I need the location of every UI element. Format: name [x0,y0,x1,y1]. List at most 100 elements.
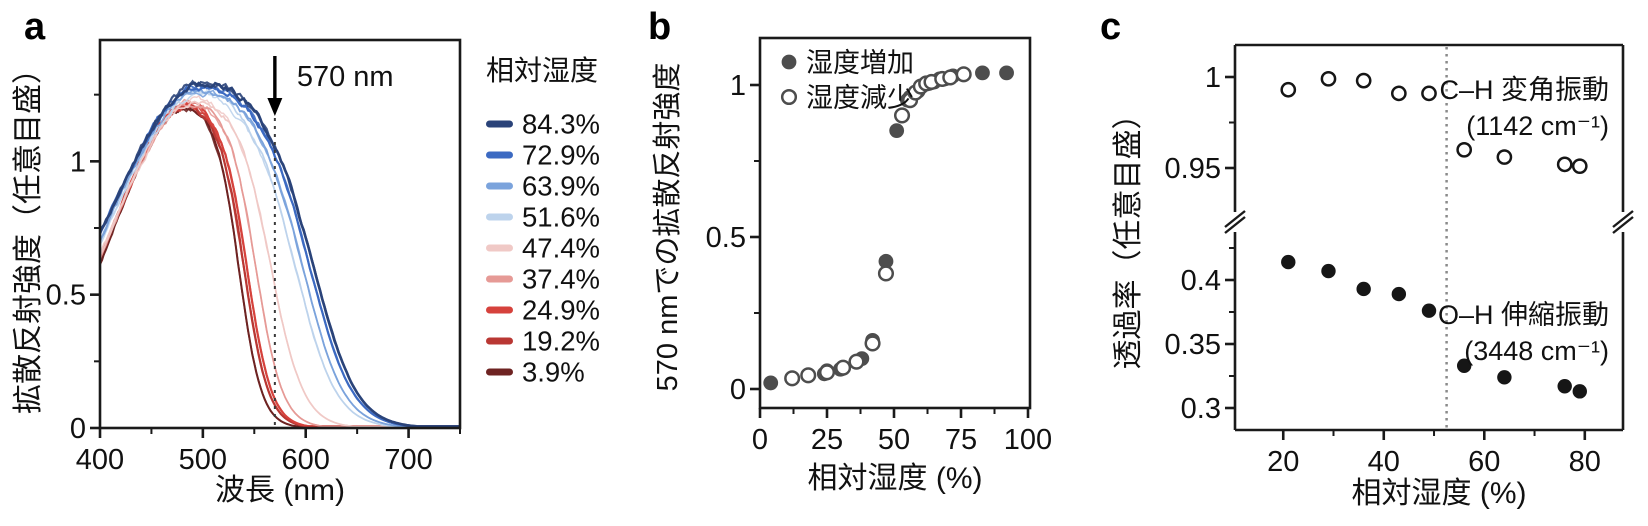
x-axis-label: 相対湿度 (%) [1352,477,1527,510]
legend-swatch-84.3% [486,120,513,128]
data-point-open [1280,81,1297,98]
y-tick-label: 0 [70,413,86,445]
data-point-filled [1497,370,1512,385]
legend-swatch-47.4% [486,244,513,252]
data-point-filled [1421,303,1437,318]
axes-c: 20 40 60 80 1 0.95 0.4 0.35 0.3 相対湿度 (%) 透過率（任意目盛） [1112,43,1634,510]
y-tick-label: 0.4 [1181,265,1221,297]
legend-title: 相対湿度 [486,55,598,86]
data-point-open [864,335,881,352]
panel-letter-b: b [648,6,672,48]
spectrum-echo-24.9% [101,101,459,427]
panel-c-transmittance-scatter-chart: C–H 変角振動(1142 cm⁻¹)O–H 伸縮振動(3448 cm⁻¹)20… [1112,43,1634,510]
annotation-ch-wavenumber: (1142 cm⁻¹) [1466,111,1609,141]
legend-label: 37.4% [522,264,600,295]
x-tick-label: 100 [1004,424,1052,456]
legend-label: 51.6% [522,202,600,233]
y-tick-label: 0.35 [1165,329,1221,361]
spectrum-47.4% [101,100,459,427]
annotation-ch-label: C–H 変角振動 [1439,75,1609,105]
data-point-open [835,359,852,376]
panel-letter-c: c [1100,6,1122,48]
x-tick-label: 40 [1368,446,1400,478]
data-point-filled [781,54,797,70]
spectrum-37.4% [101,103,459,427]
annotation-570nm: 570 nm [267,56,394,426]
data-point-open [942,69,959,86]
scatter-series-c [1280,70,1588,399]
legend-label: 3.9% [522,357,585,388]
data-point-open [1571,158,1588,175]
panel-a-reflectance-spectra-chart: 570 nm 400 500 600 700 0 0.5 1 波長 (nm) 拡散反射強度（任意目… [12,38,600,507]
data-point-open [1355,72,1372,89]
data-point-open [818,364,836,381]
legend-swatch-24.9% [486,306,513,314]
data-point-open [1320,70,1337,87]
y-axis-label: 拡散反射強度（任意目盛） [12,54,45,414]
legend-label-decrease: 湿度減少 [806,83,914,113]
y-tick-label: 1 [70,146,86,178]
y-tick-label: 0.5 [706,222,746,254]
axis-break-marks-right [1612,210,1634,234]
data-point-open [848,353,865,370]
spectrum-echo-37.4% [101,98,459,427]
y-axis-label: 透過率（任意目盛） [1112,100,1145,370]
arrow-head-icon [267,98,283,116]
legend-label: 72.9% [522,140,600,171]
data-point-filled [975,65,990,81]
spectrum-echo-19.2% [101,103,459,427]
legend-swatch-72.9% [486,151,513,159]
axes-b: 0 25 50 75 100 0 0.5 1 相対湿度 (%) 570 nmでの拡散反射強度 [651,36,1052,495]
data-point-filled [1281,254,1296,270]
x-axis-label: 波長 (nm) [215,474,345,507]
x-tick-label: 400 [76,444,124,476]
x-tick-label: 25 [811,424,843,456]
data-point-filled [1572,384,1587,399]
legend-swatch-19.2% [486,337,513,345]
spectra-series [101,79,459,427]
spectrum-24.9% [101,101,459,427]
series-湿度減少 [784,66,972,387]
series-湿度増加 [763,65,1014,391]
spectrum-19.2% [101,102,459,427]
legend-swatch-63.9% [486,182,513,190]
legend-label-increase: 湿度増加 [806,48,914,78]
data-point-filled [1321,263,1336,279]
data-point-open [1390,85,1407,102]
data-point-filled [878,253,894,269]
legend-swatch-37.4% [486,275,513,283]
legend-swatch-51.6% [486,213,513,221]
data-point-open [1421,85,1437,102]
data-point-filled [1456,358,1472,373]
panel-letter-a: a [24,6,46,48]
annotation-570nm-label: 570 nm [297,61,394,93]
axes-a: 400 500 600 700 0 0.5 1 波長 (nm) 拡散反射強度（任意目盛） [12,38,462,507]
data-point-open [893,107,911,124]
data-point-filled [1557,379,1572,394]
legend-label: 63.9% [522,171,600,202]
axis-break-marks-left [1224,210,1246,234]
data-point-filled [999,65,1014,81]
series-O–H 伸縮振動 [1281,254,1587,399]
annotation-oh-wavenumber: (3448 cm⁻¹) [1464,336,1609,366]
scatter-series-b [763,65,1014,391]
spectrum-84.3% [101,81,459,427]
y-tick-label: 1 [1205,62,1221,94]
x-axis-label: 相対湿度 (%) [808,462,983,495]
x-tick-label: 50 [878,424,910,456]
data-point-filled [1391,286,1407,302]
data-point-open [800,367,817,384]
x-tick-label: 75 [945,424,977,456]
data-point-open [955,66,972,83]
spectrum-echo-47.4% [101,94,459,427]
x-tick-label: 600 [282,444,330,476]
data-point-open [780,88,798,106]
legend-label: 84.3% [522,109,600,140]
x-tick-label: 700 [384,444,432,476]
y-axis-label: 570 nmでの拡散反射強度 [651,63,684,392]
legend-humidity: 相対湿度 84.3%72.9%63.9%51.6%47.4%37.4%24.9%1… [486,55,600,388]
plot-frame [98,38,462,430]
data-point-open [1496,149,1513,165]
y-tick-label: 0.95 [1165,153,1221,185]
